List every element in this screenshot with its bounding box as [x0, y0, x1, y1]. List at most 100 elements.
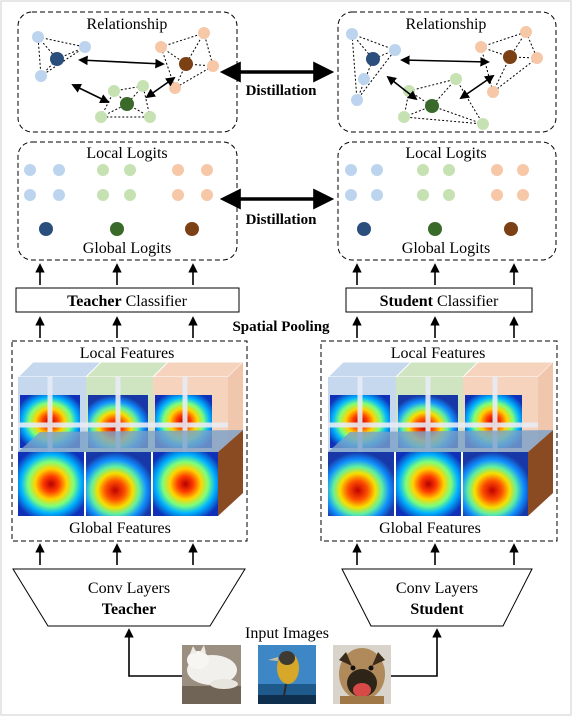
- global-heatmap: [153, 452, 218, 516]
- student-classifier-name: Student: [380, 293, 434, 310]
- local-logit-dot: [201, 189, 213, 201]
- logits-distillation-label: Distillation: [246, 212, 317, 228]
- student-global-features-title: Global Features: [379, 520, 481, 537]
- global-logit-dot: [357, 222, 371, 236]
- global-logit-dot: [110, 222, 124, 236]
- logit-point: [32, 31, 44, 43]
- global-logit-point: [120, 97, 134, 111]
- local-logit-dot: [124, 189, 136, 201]
- student-features-box: Local Features Global Features: [320, 340, 558, 542]
- teacher-local-features-title: Local Features: [80, 345, 175, 362]
- logit-point: [477, 118, 489, 130]
- local-logit-dot: [97, 189, 109, 201]
- relation-arrow: [459, 74, 495, 100]
- local-logit-dot: [53, 164, 65, 176]
- student-conv-layers: Conv Layers Student: [341, 568, 533, 627]
- features-to-classifier-arrows: [35, 316, 519, 338]
- student-relationship-box: Relationship: [337, 11, 557, 133]
- logit-point: [144, 111, 156, 123]
- logit-point: [198, 27, 210, 39]
- local-logit-dot: [443, 164, 455, 176]
- global-heatmap: [396, 452, 461, 516]
- logit-point: [450, 73, 462, 85]
- local-logit-dot: [172, 189, 184, 201]
- student-global-logits-title: Global Logits: [402, 240, 490, 257]
- logit-point: [207, 60, 219, 72]
- logit-point: [95, 111, 107, 123]
- conv-to-features-arrows: [35, 543, 519, 565]
- teacher-conv-name: Teacher: [102, 601, 157, 618]
- local-logit-dot: [53, 189, 65, 201]
- teacher-classifier-name: Teacher: [67, 293, 122, 310]
- student-local-features-title: Local Features: [391, 345, 486, 362]
- svg-text:Teacher Classifier: Teacher Classifier: [67, 293, 188, 310]
- global-logit-point: [425, 99, 439, 113]
- bird-photo: [258, 645, 316, 704]
- logit-point: [531, 52, 543, 64]
- local-logit-dot: [201, 164, 213, 176]
- teacher-conv-layers: Conv Layers Teacher: [12, 568, 246, 627]
- input-to-teacher-arrow: [124, 628, 182, 677]
- local-logit-dot: [491, 164, 503, 176]
- teacher-logits-box: Local Logits Global Logits: [17, 141, 238, 261]
- student-classifier: Student Classifier: [345, 287, 533, 313]
- logit-point: [389, 44, 401, 56]
- logit-point: [351, 94, 363, 106]
- relation-arrow: [400, 55, 490, 67]
- teacher-global-features-title: Global Features: [69, 520, 171, 537]
- logit-point: [35, 70, 47, 82]
- student-logits-box: Local Logits Global Logits: [337, 141, 557, 261]
- local-logit-dot: [172, 164, 184, 176]
- svg-text:Student Classifier: Student Classifier: [380, 293, 499, 310]
- local-logit-dot: [517, 164, 529, 176]
- logit-point: [155, 41, 167, 53]
- logit-point: [346, 28, 358, 40]
- relation-arrow: [71, 84, 110, 103]
- input-to-student-arrow: [391, 628, 442, 677]
- global-logit-dot: [185, 222, 199, 236]
- local-logit-dot: [443, 189, 455, 201]
- teacher-conv-label: Conv Layers: [88, 580, 170, 597]
- teacher-relationship-title: Relationship: [87, 16, 168, 33]
- global-heatmap: [463, 452, 528, 516]
- teacher-classifier-label: Classifier: [126, 293, 188, 310]
- student-classifier-label: Classifier: [437, 293, 499, 310]
- local-logit-dot: [24, 164, 36, 176]
- global-logit-dot: [39, 222, 53, 236]
- local-logit-dot: [417, 164, 429, 176]
- local-logit-dot: [517, 189, 529, 201]
- logit-point: [79, 41, 91, 53]
- relationship-distillation-label: Distillation: [246, 83, 317, 99]
- cat-photo: [182, 645, 241, 704]
- teacher-local-logits-title: Local Logits: [86, 145, 167, 162]
- input-images-title: Input Images: [245, 625, 329, 642]
- logit-point: [169, 82, 181, 94]
- local-logit-dot: [371, 189, 383, 201]
- global-logit-dot: [428, 222, 442, 236]
- local-logit-dot: [345, 189, 357, 201]
- global-heatmap: [86, 452, 151, 516]
- dog-photo: [333, 645, 391, 704]
- local-logit-dot: [417, 189, 429, 201]
- local-logit-dot: [124, 164, 136, 176]
- logit-point: [487, 86, 499, 98]
- spatial-pooling-label: Spatial Pooling: [232, 319, 330, 335]
- student-conv-name: Student: [410, 601, 464, 618]
- global-logit-point: [503, 50, 517, 64]
- logit-point: [358, 73, 370, 85]
- global-logit-point: [366, 52, 380, 66]
- global-heatmap: [18, 452, 84, 516]
- logit-point: [475, 41, 487, 53]
- student-feature-cubes: [326, 361, 555, 516]
- global-logit-dot: [504, 222, 518, 236]
- relation-arrow: [78, 55, 165, 69]
- local-logit-dot: [24, 189, 36, 201]
- global-heatmap: [328, 452, 394, 516]
- global-logit-point: [50, 52, 64, 66]
- logit-point: [520, 26, 532, 38]
- local-logit-dot: [371, 164, 383, 176]
- local-logit-dot: [491, 189, 503, 201]
- global-logit-point: [179, 57, 193, 71]
